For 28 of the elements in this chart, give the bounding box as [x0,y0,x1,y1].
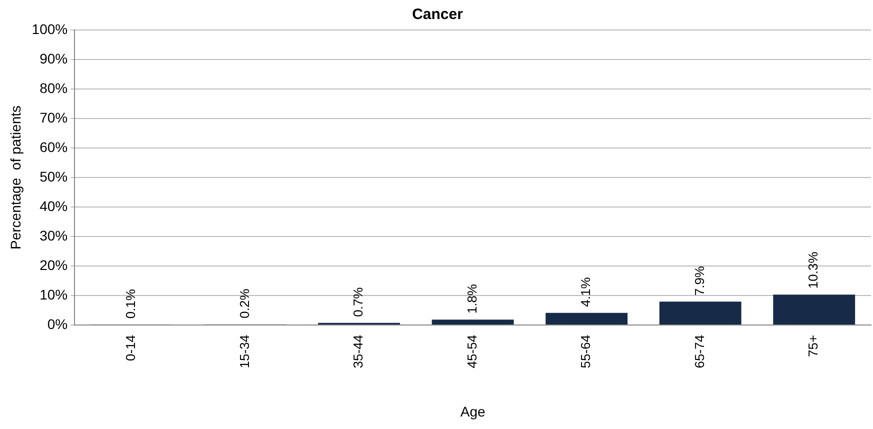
y-tick-label: 60% [40,138,68,155]
y-tick-label: 70% [40,109,68,126]
x-tick-label: 45-54 [464,334,480,368]
y-tick-label: 40% [40,198,68,214]
y-tick-label: 20% [40,256,68,273]
y-tick-label: 10% [40,286,68,302]
data-label: 10.3% [806,251,821,289]
data-label: 4.1% [578,276,594,307]
y-tick-label: 30% [40,227,68,244]
chart-title: Cancer [412,6,464,24]
y-tick-label: 90% [40,50,68,66]
x-tick-label: 0-14 [123,334,138,361]
x-tick-label: 15-34 [236,334,252,368]
y-axis-title: Percentage of patients [7,105,24,250]
x-tick-label: 65-74 [692,334,707,368]
data-label: 0.1% [123,288,138,319]
data-label: 7.9% [692,266,707,296]
data-label: 0.7% [350,286,366,317]
y-tick-label: 80% [40,80,68,96]
data-label: 0.2% [236,288,252,318]
x-axis-title: Age [460,403,486,420]
x-tick-label: 75+ [806,334,821,358]
y-tick-label: 100% [32,20,68,37]
x-tick-label: 35-44 [350,334,366,368]
y-tick-label: 50% [40,168,68,184]
data-label: 1.8% [464,284,480,314]
y-tick-label: 0% [47,316,68,332]
x-tick-label: 55-64 [578,334,594,368]
